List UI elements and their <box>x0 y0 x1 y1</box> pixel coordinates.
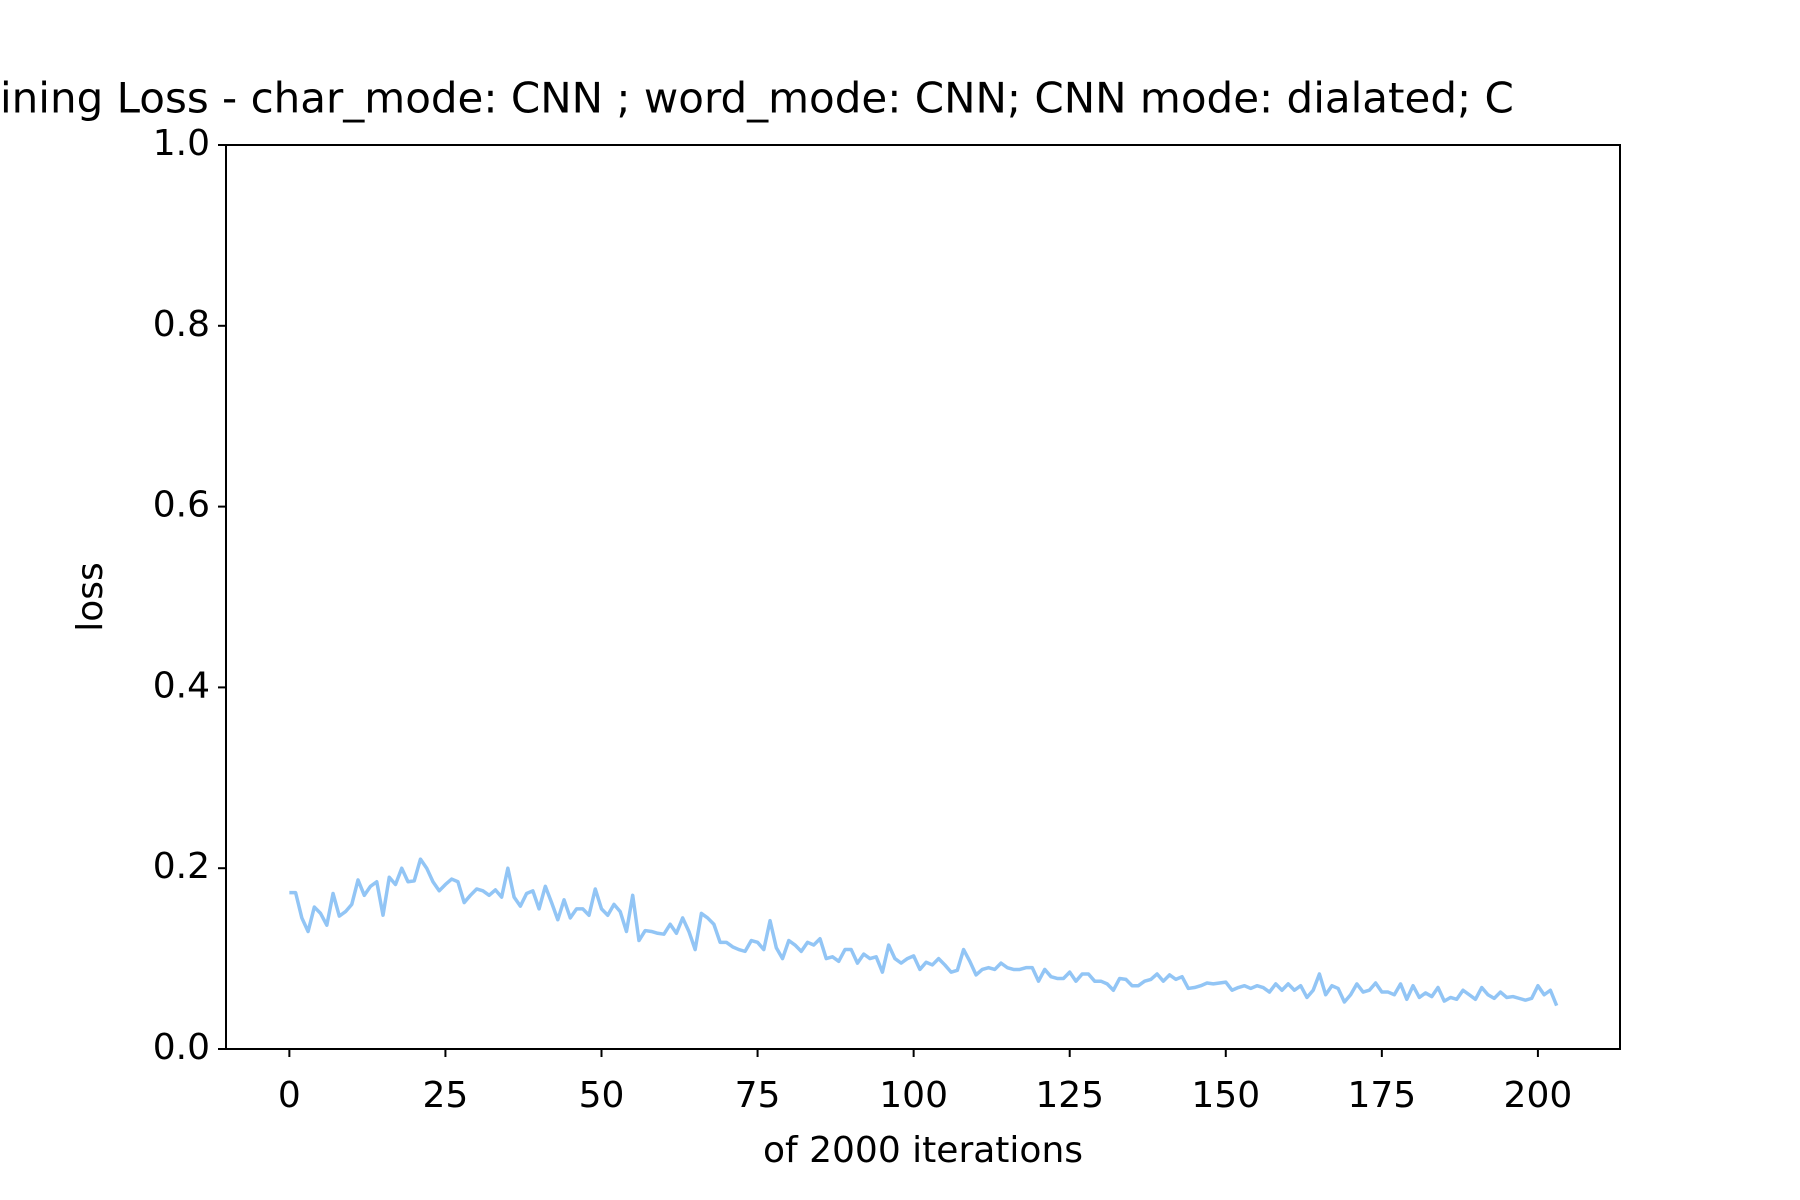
y-tick-label: 0.6 <box>153 485 210 526</box>
y-tick-label: 0.0 <box>153 1027 210 1068</box>
x-tick-label: 75 <box>735 1075 781 1116</box>
y-axis-label: loss <box>70 562 111 632</box>
y-tick-label: 0.2 <box>153 846 210 887</box>
x-tick-label: 150 <box>1191 1075 1260 1116</box>
x-tick-label: 125 <box>1035 1075 1104 1116</box>
x-axis-label: of 2000 iterations <box>763 1130 1083 1171</box>
y-tick-label: 0.4 <box>153 665 210 706</box>
x-tick-label: 175 <box>1347 1075 1416 1116</box>
plot-frame <box>225 144 1621 1050</box>
y-tick-label: 0.8 <box>153 304 210 345</box>
x-tick-label: 0 <box>278 1075 301 1116</box>
chart-title: ining Loss - char_mode: CNN ; word_mode:… <box>0 74 1514 123</box>
y-tick-label: 1.0 <box>153 123 210 164</box>
x-tick-label: 25 <box>423 1075 469 1116</box>
x-tick-label: 200 <box>1504 1075 1573 1116</box>
x-tick-label: 100 <box>879 1075 948 1116</box>
x-tick-label: 50 <box>579 1075 625 1116</box>
line-series <box>289 857 1559 1007</box>
